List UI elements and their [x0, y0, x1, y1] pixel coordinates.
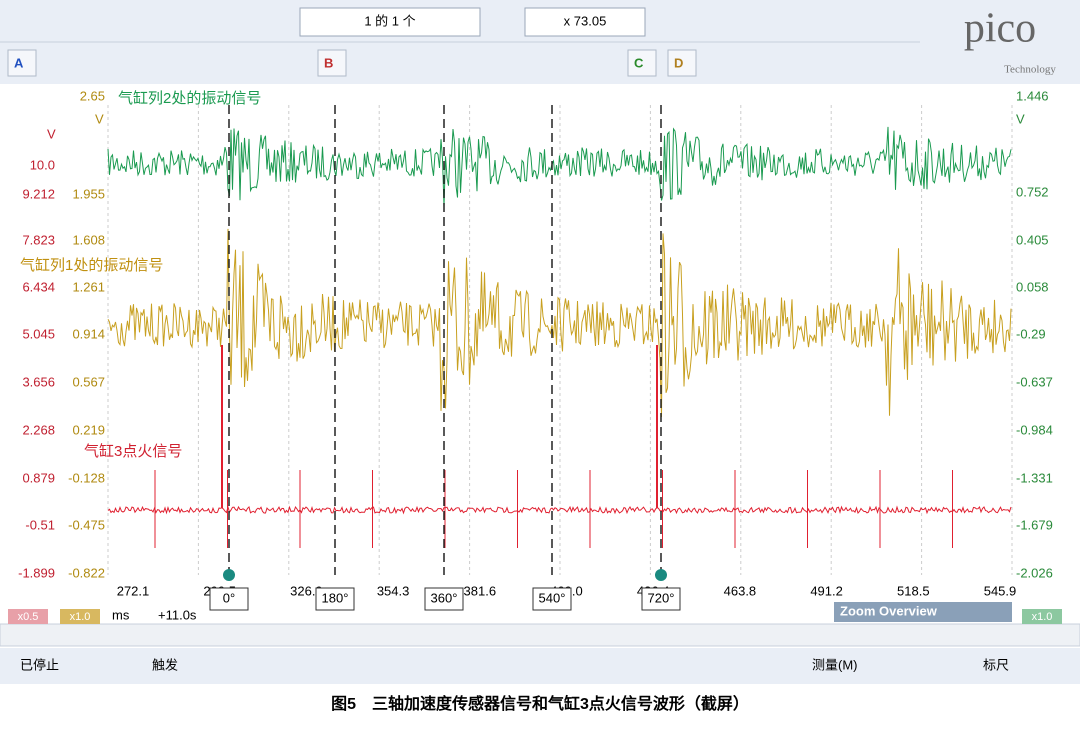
x-axis-label: 272.1 [117, 583, 150, 598]
right-axis-label: 0.405 [1016, 232, 1049, 247]
x-axis-unit: ms [112, 607, 130, 622]
angle-label: 180° [322, 590, 349, 605]
channel-label: A [14, 55, 24, 70]
scale-badge [8, 609, 48, 624]
channel-button[interactable] [317, 49, 347, 77]
ruler-handle[interactable] [223, 569, 235, 581]
caption: 图5 三轴加速度传感器信号和气缸3点火信号波形（截屏） [331, 694, 749, 713]
right-axis-label: -1.679 [1016, 517, 1053, 532]
angle-box [532, 587, 572, 611]
left-axis-2-label: 0.219 [72, 422, 105, 437]
left-axis-1-label: 0.879 [22, 470, 55, 485]
zoom-box[interactable] [524, 7, 646, 37]
trace-bank1 [107, 228, 1012, 418]
angle-box [315, 587, 355, 611]
trigger-label[interactable]: 触发 [152, 657, 178, 672]
x-axis-label: 545.9 [984, 583, 1017, 598]
x-axis-label: 491.2 [810, 583, 843, 598]
scale-badge-label: x1.0 [1032, 611, 1053, 623]
left-axis-2-label: 1.955 [72, 186, 105, 201]
left-axis-1-label: 7.823 [22, 232, 55, 247]
measure-button[interactable]: 测量(M) [812, 657, 858, 672]
left-axis-2-label: 1.608 [72, 232, 105, 247]
angle-label: 720° [648, 590, 675, 605]
scale-badge [1022, 609, 1062, 624]
left-axis-1-unit: V [47, 126, 56, 141]
left-axis-2-label: 1.261 [72, 279, 105, 294]
scale-badge-label: x0.5 [18, 611, 39, 623]
annotation: 气缸3点火信号 [84, 442, 182, 460]
right-axis-label: -0.984 [1016, 422, 1053, 437]
right-axis-label: 0.058 [1016, 279, 1049, 294]
time-offset: +11.0s [158, 607, 197, 622]
left-axis-2-label: 2.65 [80, 88, 105, 103]
logo: pico [964, 6, 1036, 52]
status-state: 已停止 [20, 657, 59, 672]
left-axis-2-unit: V [95, 111, 104, 126]
page-box[interactable] [299, 7, 481, 37]
zoom-factor: x 73.05 [564, 13, 607, 28]
trace-bank2 [107, 126, 1012, 207]
angle-label: 0° [223, 590, 235, 605]
angle-box [209, 587, 249, 611]
angle-label: 540° [539, 590, 566, 605]
statusbar [0, 648, 1080, 684]
left-axis-1-label: 10.0 [30, 157, 55, 172]
right-axis-label: 1.446 [1016, 88, 1049, 103]
channel-button[interactable] [7, 49, 37, 77]
channel-button[interactable] [667, 49, 697, 77]
left-axis-1-label: 9.212 [22, 186, 55, 201]
angle-box [424, 587, 464, 611]
left-axis-1-label: 6.434 [22, 279, 55, 294]
left-axis-1-label: -0.51 [25, 517, 55, 532]
angle-box [641, 587, 681, 611]
x-axis-label: 326.9 [290, 583, 323, 598]
channel-button[interactable] [627, 49, 657, 77]
annotation: 气缸列1处的振动信号 [20, 256, 163, 274]
left-axis-1-label: 3.656 [22, 374, 55, 389]
x-axis-label: 518.5 [897, 583, 930, 598]
page-indicator: 1 的 1 个 [364, 13, 415, 28]
scale-badge [60, 609, 100, 624]
scrollbar[interactable] [0, 623, 1080, 647]
annotation: 气缸列2处的振动信号 [118, 89, 261, 107]
zoom-overview-title: Zoom Overview [840, 603, 938, 618]
left-axis-1-label: 5.045 [22, 326, 55, 341]
right-axis-label: -0.29 [1016, 326, 1046, 341]
channel-label: C [634, 55, 644, 70]
left-axis-2-label: -0.128 [68, 470, 105, 485]
scale-badge-label: x1.0 [70, 611, 91, 623]
left-axis-1-label: -1.899 [18, 565, 55, 580]
trace-ignition [107, 505, 1012, 515]
x-axis-label: 463.8 [724, 583, 757, 598]
left-axis-2-label: -0.822 [68, 565, 105, 580]
ruler-handle[interactable] [655, 569, 667, 581]
left-axis-2-label: -0.475 [68, 517, 105, 532]
zoom-overview-bar[interactable] [834, 602, 1012, 622]
right-axis-label: -2.026 [1016, 565, 1053, 580]
right-axis-label: -1.331 [1016, 470, 1053, 485]
right-axis-unit: V [1016, 111, 1025, 126]
channel-label: D [674, 55, 683, 70]
right-axis-label: -0.637 [1016, 374, 1053, 389]
channel-label: B [324, 55, 333, 70]
left-axis-2-label: 0.567 [72, 374, 105, 389]
logo-sub: Technology [1004, 64, 1056, 76]
x-axis-label: 354.3 [377, 583, 410, 598]
x-axis-label: 381.6 [464, 583, 497, 598]
left-axis-2-label: 0.914 [72, 326, 105, 341]
right-axis-label: 0.752 [1016, 184, 1049, 199]
angle-label: 360° [431, 590, 458, 605]
ruler-button[interactable]: 标尺 [983, 657, 1009, 672]
left-axis-1-label: 2.268 [22, 422, 55, 437]
